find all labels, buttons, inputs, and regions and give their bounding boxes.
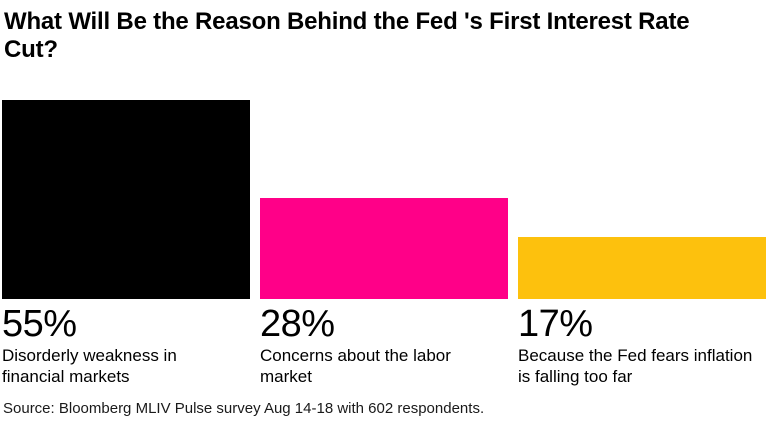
source-note: Source: Bloomberg MLIV Pulse survey Aug … [3, 400, 485, 417]
bar-category-label-2: Concerns about the labor market [260, 346, 451, 386]
bar-category-label-1: Disorderly weakness in financial markets [2, 346, 177, 386]
bar-label-group-3: 17% Because the Fed fears inflation is f… [518, 303, 766, 387]
bar-value-label-2: 28% [260, 303, 335, 345]
bar-label-group-1: 55% Disorderly weakness in financial mar… [2, 303, 250, 387]
bar-chart [2, 100, 780, 299]
bar-value-label-1: 55% [2, 303, 77, 345]
bar-category-label-3: Because the Fed fears inflation is falli… [518, 346, 753, 386]
bar-labels-row: 55% Disorderly weakness in financial mar… [2, 303, 780, 387]
bar-label-group-2: 28% Concerns about the labor market [260, 303, 508, 387]
chart-title: What Will Be the Reason Behind the Fed '… [4, 8, 690, 63]
bar-labor-market-concerns [260, 198, 508, 299]
bar-disorderly-weakness [2, 100, 250, 299]
bar-value-label-3: 17% [518, 303, 593, 345]
bar-inflation-falling [518, 237, 766, 299]
chart-card: What Will Be the Reason Behind the Fed '… [0, 8, 780, 431]
